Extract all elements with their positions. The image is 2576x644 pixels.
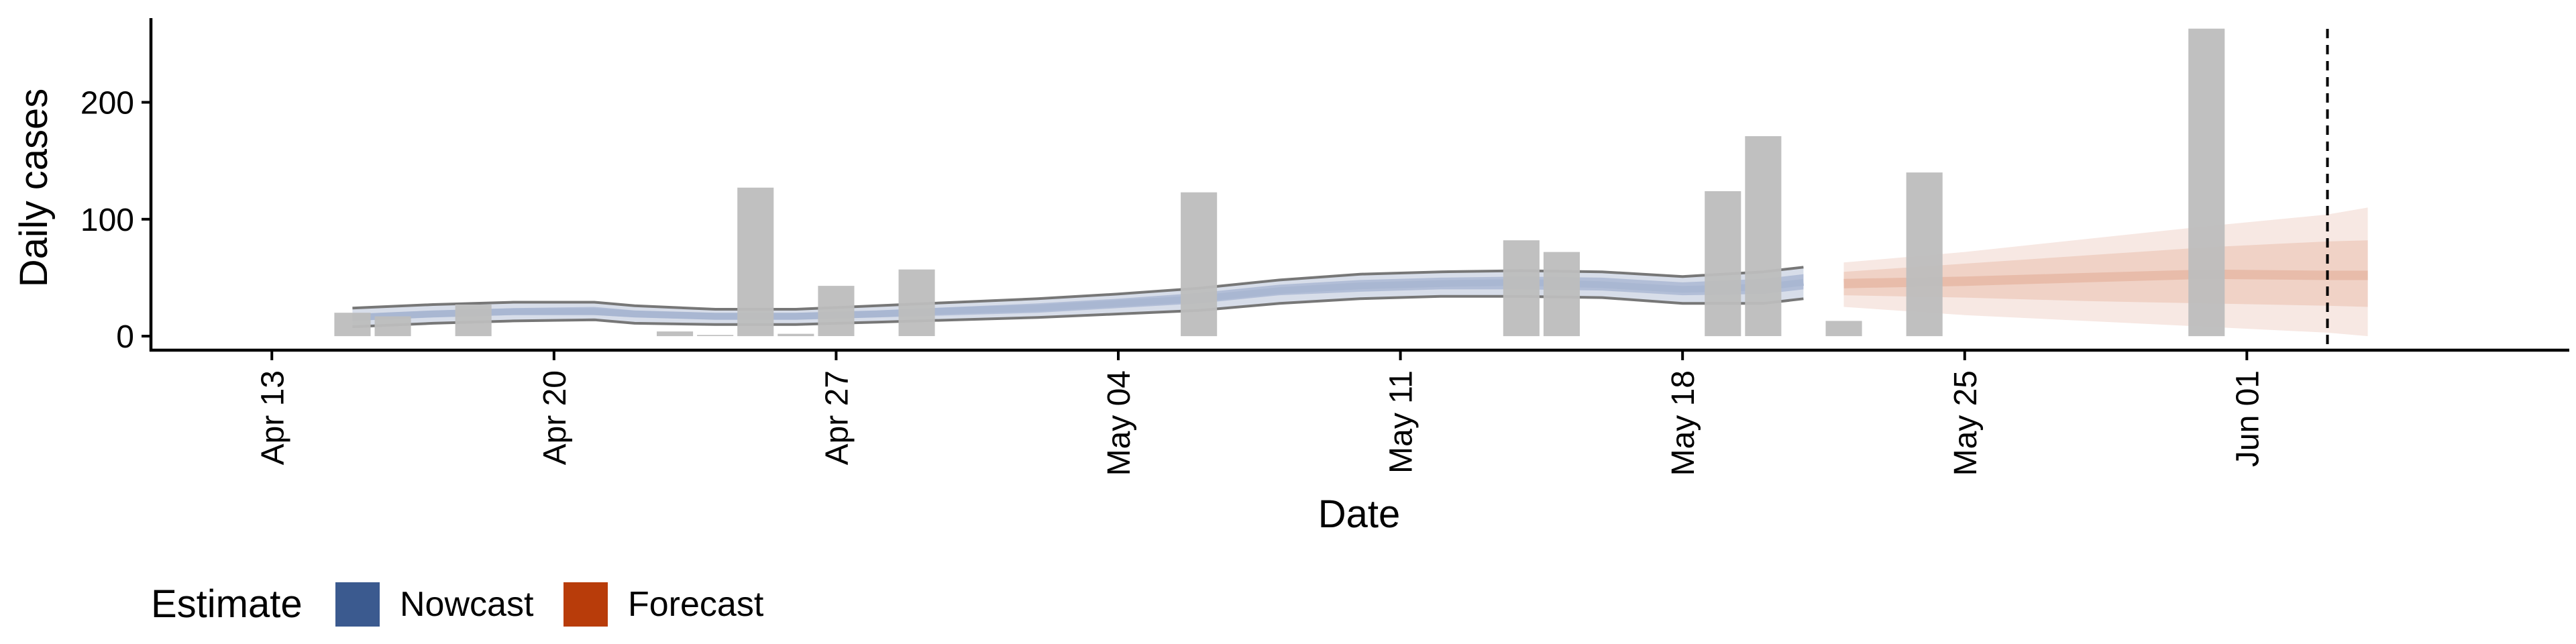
bar-2020-04-24 — [697, 335, 734, 336]
x-tick-label-3: May 04 — [1102, 370, 1137, 476]
x-axis-ticks: Apr 13 Apr 20 Apr 27 May 04 May 11 May 18 May … — [255, 350, 2265, 476]
bar-2020-05-22 — [1825, 321, 1862, 337]
legend-title: Estimate — [151, 582, 303, 626]
bar-2020-05-19 — [1705, 191, 1741, 337]
bar-2020-05-31 — [2188, 28, 2225, 337]
bar-2020-05-20 — [1745, 136, 1782, 336]
legend-swatch-nowcast — [335, 582, 380, 627]
bar-2020-04-18 — [455, 305, 492, 337]
bar-2020-04-26 — [777, 333, 814, 337]
bar-2020-05-14 — [1503, 240, 1540, 337]
legend-swatch-forecast — [564, 582, 608, 627]
x-tick-label-4: May 11 — [1384, 370, 1419, 474]
observed-bars — [334, 28, 2225, 337]
nowcast-bands — [352, 266, 1804, 329]
bar-2020-04-27 — [818, 286, 855, 336]
y-tick-label-0: 0 — [116, 319, 134, 355]
x-tick-label-1: Apr 20 — [537, 370, 573, 465]
x-tick-label-5: May 18 — [1666, 370, 1701, 476]
legend-label-nowcast: Nowcast — [400, 585, 534, 624]
y-tick-label-200: 200 — [80, 85, 134, 121]
bar-2020-04-25 — [737, 187, 774, 337]
x-tick-label-0: Apr 13 — [255, 370, 290, 465]
bar-2020-04-15 — [334, 313, 371, 337]
x-tick-label-7: Jun 01 — [2230, 370, 2265, 467]
legend: Estimate Nowcast Forecast — [151, 582, 764, 627]
x-tick-label-2: Apr 27 — [819, 370, 855, 465]
y-axis-title: Daily cases — [12, 89, 56, 288]
nowcast-lower-line — [352, 294, 1804, 329]
bar-2020-04-29 — [898, 269, 935, 336]
nowcast-median-line — [352, 278, 1804, 321]
legend-label-forecast: Forecast — [628, 585, 764, 624]
bar-2020-04-16 — [374, 316, 411, 337]
nowcast-upper-line — [352, 266, 1804, 311]
x-tick-label-6: May 25 — [1948, 370, 1984, 476]
forecast-median-line — [1843, 269, 2368, 288]
y-tick-label-100: 100 — [80, 203, 134, 238]
bar-2020-05-24 — [1906, 172, 1943, 337]
forecast-bands — [1843, 207, 2368, 337]
bar-2020-05-06 — [1181, 192, 1218, 337]
y-axis-ticks: 0 100 200 — [80, 85, 151, 355]
x-axis-title: Date — [1318, 492, 1401, 536]
bar-2020-04-23 — [657, 331, 694, 337]
bar-2020-05-15 — [1543, 252, 1580, 337]
